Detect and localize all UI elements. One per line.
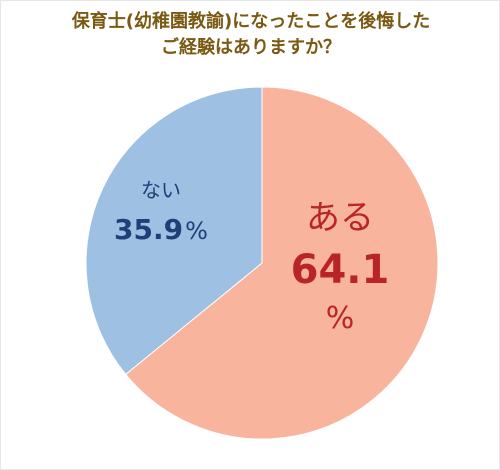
pie-slice-aru — [124, 86, 439, 440]
pie-slice-nai — [85, 86, 263, 376]
slice-value-nai-unit: % — [185, 217, 208, 245]
pie-slices — [85, 86, 439, 440]
slice-value-nai-number: 35.9 — [114, 213, 183, 246]
slice-unit-aru: % — [326, 301, 355, 336]
slice-value-aru: 64.1 — [291, 247, 390, 293]
chart-title: 保育士(幼稚園教諭)になったことを後悔した ご経験はありますか？ — [1, 9, 500, 61]
chart-title-line-2: ご経験はありますか？ — [161, 37, 341, 58]
chart-title-line-1: 保育士(幼稚園教諭)になったことを後悔した — [71, 11, 431, 32]
slice-label-nai: ない — [141, 178, 181, 202]
slice-value-nai: 35.9% — [114, 213, 208, 246]
slice-label-aru: ある — [306, 198, 374, 238]
